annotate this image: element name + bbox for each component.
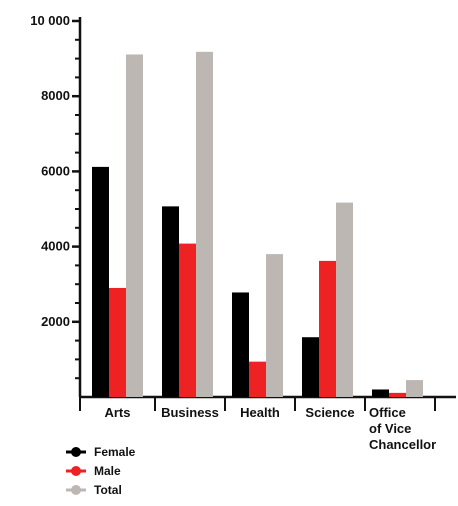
bar-male-2	[179, 243, 196, 397]
x-axis-categories: Arts Business Health Science Office of Vice Ch…	[104, 405, 436, 452]
legend-label-total: Total	[94, 483, 122, 497]
bar-female-2	[162, 206, 179, 397]
bars	[92, 51, 423, 398]
legend-label-female: Female	[94, 445, 136, 459]
bar-female-3	[232, 292, 249, 397]
bar-total-3	[266, 254, 283, 397]
y-tick-label: 2000	[41, 314, 70, 329]
y-axis-ticks: 2000 4000 6000 8000 10 000	[30, 13, 80, 380]
bar-total-1	[126, 54, 143, 398]
legend-marker-total	[71, 485, 81, 495]
legend-marker-female	[71, 447, 81, 457]
bar-male-1	[109, 287, 126, 397]
bar-total-2	[196, 51, 213, 397]
x-category-label: Office of Vice Chancellor	[369, 405, 436, 452]
bar-female-4	[302, 337, 319, 397]
legend-marker-male	[71, 466, 81, 476]
bar-total-5	[406, 380, 423, 397]
bar-male-3	[249, 361, 266, 397]
x-category-label: Health	[240, 405, 280, 420]
bar-total-4	[336, 202, 353, 397]
y-tick-label: 4000	[41, 239, 70, 254]
y-tick-label: 8000	[41, 88, 70, 103]
bar-male-4	[319, 260, 336, 397]
x-category-label: Business	[161, 405, 219, 420]
bar-female-1	[92, 166, 109, 397]
y-tick-label: 6000	[41, 163, 70, 178]
legend: Female Male Total	[66, 445, 136, 497]
y-tick-label: 10 000	[30, 13, 70, 28]
x-category-label: Science	[305, 405, 354, 420]
bar-male-5	[389, 392, 406, 397]
x-category-label: Arts	[104, 405, 130, 420]
legend-label-male: Male	[94, 464, 121, 478]
bar-female-5	[372, 389, 389, 397]
